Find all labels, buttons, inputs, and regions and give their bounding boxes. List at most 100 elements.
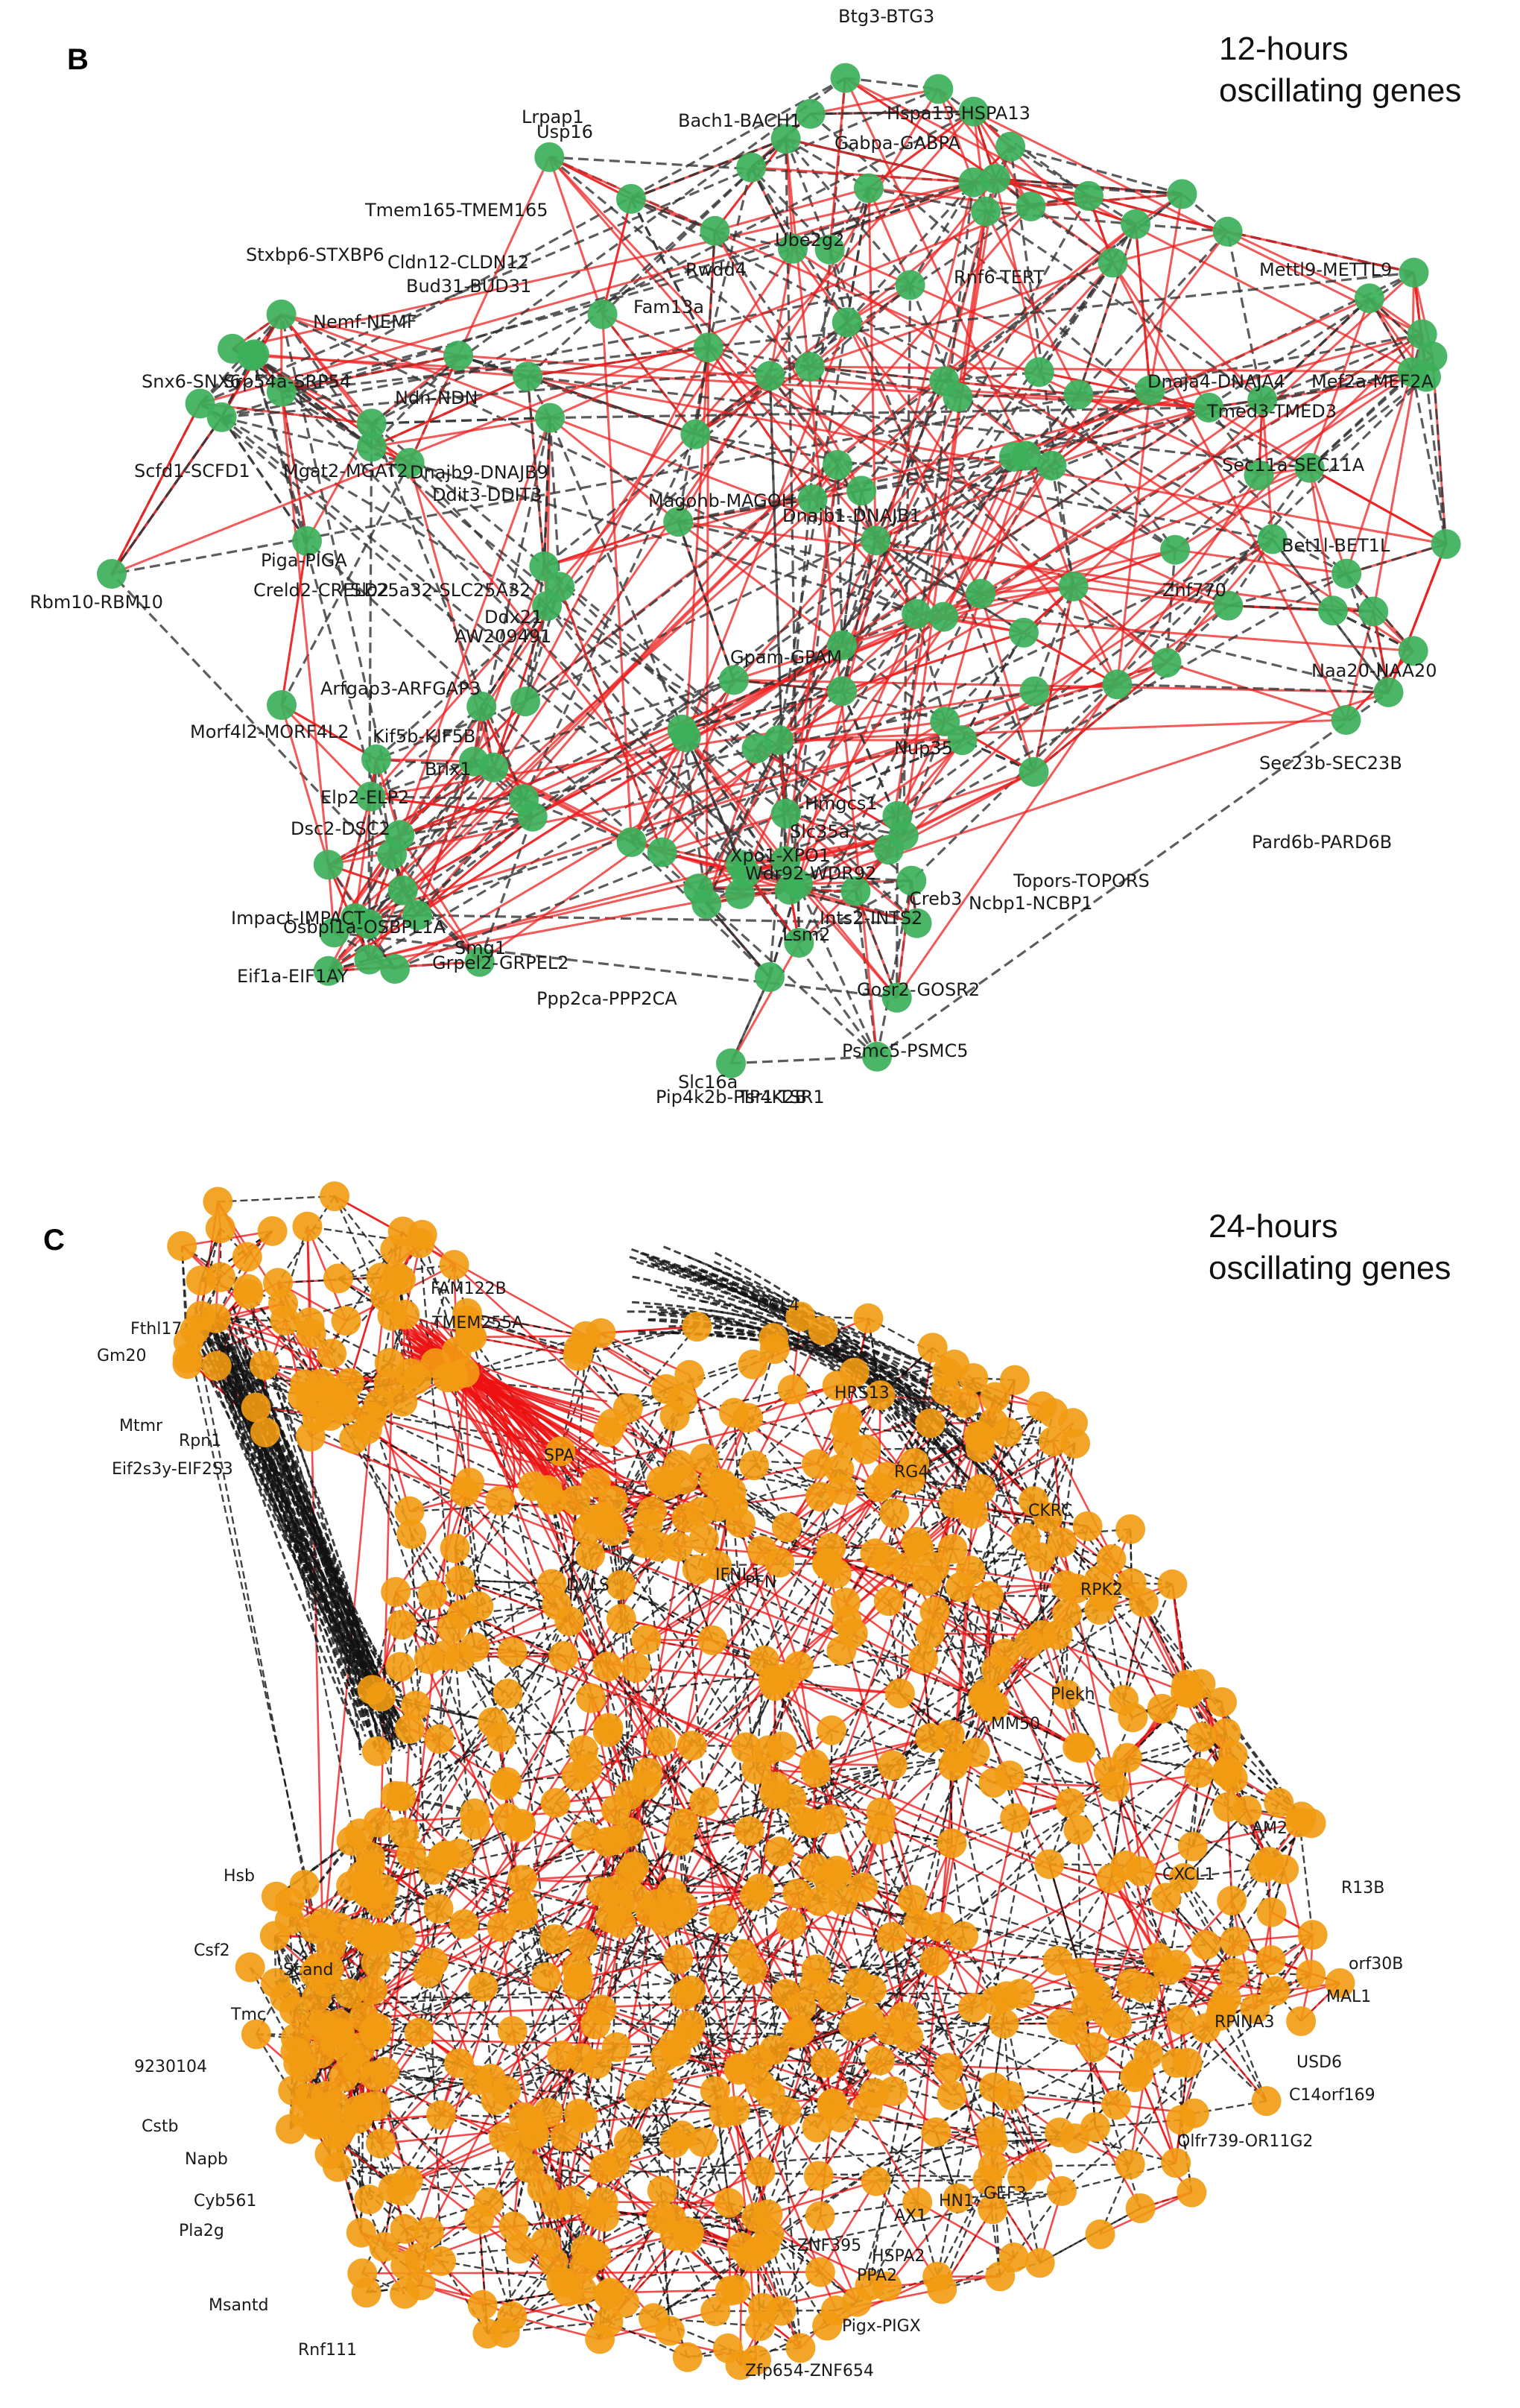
edge-negative xyxy=(607,1666,662,1742)
edge-negative xyxy=(713,1260,965,1485)
gene-node xyxy=(201,1350,232,1381)
edge-negative xyxy=(216,1324,367,1737)
gene-node xyxy=(311,1967,341,1997)
gene-node xyxy=(799,1749,829,1779)
gene-node xyxy=(726,1508,756,1538)
gene-node xyxy=(714,2187,744,2218)
gene-label: Mgat2-MGAT2 xyxy=(283,461,408,481)
edge-negative xyxy=(438,1739,444,1857)
edge-negative xyxy=(528,2167,566,2284)
edge-positive xyxy=(751,1970,760,2060)
gene-node xyxy=(261,1968,291,1998)
gene-node xyxy=(734,1816,764,1846)
edge-negative xyxy=(682,689,843,731)
gene-label: Elp2-ELP2 xyxy=(320,787,409,808)
gene-node xyxy=(1255,1945,1286,1975)
edge-positive xyxy=(1116,604,1229,686)
gene-label: Napb xyxy=(185,2150,228,2169)
gene-node xyxy=(387,2175,417,2206)
gene-node xyxy=(587,299,618,329)
gene-node xyxy=(1025,2248,1055,2278)
edge-positive xyxy=(1387,543,1447,693)
gene-label: USD6 xyxy=(1296,2053,1342,2072)
edge-negative xyxy=(861,454,1027,492)
edge-positive xyxy=(826,1563,989,2181)
gene-node xyxy=(840,876,871,906)
gene-node xyxy=(759,1779,790,1810)
gene-node xyxy=(903,1908,934,1938)
gene-node xyxy=(663,1944,694,1974)
edge-negative xyxy=(668,1325,1006,1487)
edge-negative xyxy=(785,1993,833,2105)
edge-negative xyxy=(646,1255,943,1429)
gene-node xyxy=(1027,1619,1057,1650)
gene-node xyxy=(423,1894,454,1924)
gene-node xyxy=(289,1869,320,1900)
edge-negative xyxy=(909,181,975,286)
gene-node xyxy=(672,2342,703,2372)
edge-positive xyxy=(493,605,548,768)
edge-negative xyxy=(607,1618,622,1667)
gene-node xyxy=(861,525,891,556)
edge-positive xyxy=(1112,262,1210,408)
gene-node xyxy=(755,962,785,992)
gene-node xyxy=(447,1599,478,1630)
gene-node xyxy=(616,827,647,857)
gene-node xyxy=(545,2266,576,2296)
gene-node xyxy=(700,2076,730,2106)
edge-negative xyxy=(563,1655,592,1699)
edge-negative xyxy=(607,1666,864,1889)
edge-negative xyxy=(370,705,483,798)
gene-node xyxy=(259,1921,290,1951)
edge-positive xyxy=(995,177,1089,197)
edge-negative xyxy=(797,1573,837,1667)
edge-negative xyxy=(875,2178,988,2182)
edge-negative xyxy=(1048,1863,1082,1973)
edge-negative xyxy=(1033,586,1075,692)
edge-negative xyxy=(811,498,981,595)
edge-negative xyxy=(1066,1613,1134,1718)
edge-negative xyxy=(1298,1822,1314,1935)
gene-node xyxy=(566,2043,597,2073)
node-layer xyxy=(97,63,1461,1078)
gene-label: R13B xyxy=(1341,1879,1384,1897)
gene-node xyxy=(665,1826,695,1856)
gene-node xyxy=(1047,1527,1077,1558)
edge-negative xyxy=(327,766,495,972)
edge-negative xyxy=(399,815,533,836)
gene-node xyxy=(518,1471,548,1501)
edge-negative xyxy=(415,1704,476,1814)
gene-node xyxy=(616,183,646,214)
edge-negative xyxy=(411,1854,523,1907)
edge-negative xyxy=(841,689,946,723)
gene-node xyxy=(995,1760,1025,1791)
edge-negative xyxy=(482,1942,583,1988)
edge-negative xyxy=(716,1564,766,1661)
gene-node xyxy=(805,2201,835,2231)
gene-node xyxy=(1184,1758,1215,1788)
gene-node xyxy=(384,820,415,850)
gene-node xyxy=(785,2015,816,2046)
gene-label: Pigx-PIGX xyxy=(842,2317,921,2336)
edge-positive xyxy=(549,346,709,419)
gene-label: Wdr92-WDR92 xyxy=(745,863,876,884)
gene-node xyxy=(592,1652,623,1682)
edge-positive xyxy=(875,455,1015,542)
gene-node xyxy=(875,2015,906,2046)
gene-node xyxy=(533,2097,563,2128)
gene-label: Gosr2-GOSR2 xyxy=(857,979,980,1000)
gene-label: Tsr1-TSR1 xyxy=(737,1087,825,1107)
edge-negative xyxy=(951,1843,965,1937)
edge-positive xyxy=(896,721,946,817)
panel-letter: C xyxy=(43,1224,65,1257)
gene-label: Slc35a xyxy=(790,821,849,842)
gene-node xyxy=(718,665,749,695)
gene-node xyxy=(354,944,384,975)
gene-node xyxy=(852,2091,883,2122)
edge-negative xyxy=(691,1685,776,1747)
gene-node xyxy=(915,1408,946,1438)
edge-negative xyxy=(1228,604,1374,613)
gene-node xyxy=(1212,216,1243,247)
gene-node xyxy=(736,152,767,183)
